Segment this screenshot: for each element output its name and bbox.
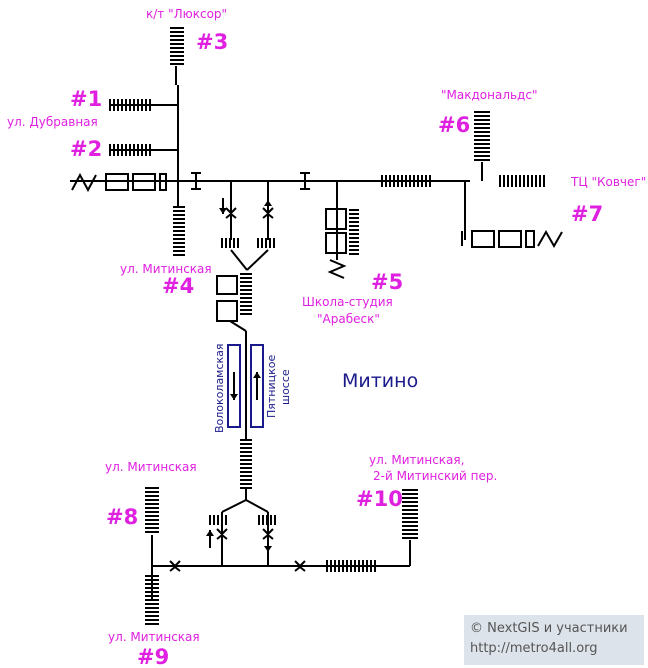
exit-3-label: к/т "Люксор": [146, 7, 228, 21]
exit-9-number[interactable]: #9: [137, 645, 170, 668]
turnstile-upper-left: [225, 213, 232, 219]
credit-line-1: © NextGIS и участники: [470, 621, 628, 636]
exit-8-label: ул. Митинская: [105, 460, 197, 474]
exit-5-box: [325, 208, 347, 230]
turnstile-upper-left: [225, 207, 232, 214]
lower-door-2: [299, 560, 306, 567]
road-label-left: Волоколамская: [213, 343, 226, 433]
exit-6-label: "Макдональдс": [441, 88, 538, 102]
lower-split: [221, 499, 247, 513]
lower-arrow-in: [206, 530, 214, 536]
exit-10-label: ул. Митинская,: [369, 453, 465, 467]
exit-5-label-2: "Арабеск": [317, 312, 380, 326]
exit-1-2-west-zigzag: [71, 172, 97, 193]
road-tunnel-left: [227, 344, 241, 428]
exit-7-number[interactable]: #7: [571, 202, 604, 226]
turnstile-lower-left: [216, 534, 223, 540]
lower-door-2: [294, 566, 301, 572]
turnstile-lower-left: [221, 534, 228, 540]
exit-7-zigzag: [537, 229, 563, 249]
lower-door-1: [174, 566, 181, 572]
exit-3-number[interactable]: #3: [196, 30, 229, 54]
credit-line-2[interactable]: http://metro4all.org: [470, 641, 598, 656]
west-box: [105, 173, 129, 191]
exit-10-label-2: 2-й Митинский пер.: [373, 469, 498, 483]
lower-door-2: [299, 566, 306, 572]
exit-7-box: [471, 230, 495, 248]
turnstile-lower-left: [216, 528, 223, 535]
west-box: [132, 173, 156, 191]
district-title: Митино: [342, 370, 419, 392]
tunnel-arrow-up: [253, 372, 261, 378]
lower-door-1: [174, 560, 181, 567]
road-label-right-2: шоссе: [279, 369, 292, 405]
road-tunnel-right: [250, 344, 264, 428]
exit-5-box: [325, 232, 347, 254]
exit-8-number[interactable]: #8: [106, 505, 139, 529]
turnstile-upper-left: [230, 207, 237, 214]
merge-line: [230, 249, 248, 271]
exit-2-number[interactable]: #2: [70, 137, 103, 161]
lower-split: [245, 499, 269, 513]
exit-5-label: Школа-студия: [302, 295, 393, 309]
tunnel-arrow-down: [230, 394, 238, 400]
exit-4-number[interactable]: #4: [162, 274, 195, 298]
exit-6-number[interactable]: #6: [438, 113, 471, 137]
exit-5-number[interactable]: #5: [371, 270, 404, 294]
exit-4-label: ул. Митинская: [120, 262, 212, 276]
exit-9-label: ул. Митинская: [108, 630, 200, 644]
turnstile-upper-left: [230, 213, 237, 219]
exit-7-box: [525, 230, 535, 248]
west-box: [159, 173, 167, 191]
upper-box: [216, 300, 238, 322]
lower-door-1: [169, 566, 176, 572]
exit-7-label: ТЦ "Ковчег": [571, 175, 647, 189]
exit-1-number[interactable]: #1: [70, 87, 103, 111]
exit-7-box: [498, 230, 522, 248]
road-label-right-1: Пятницкое: [265, 354, 278, 418]
turnstile-lower-left: [221, 528, 228, 535]
merge-line: [246, 249, 269, 271]
credit-box: © NextGIS и участники http://metro4all.o…: [464, 615, 644, 665]
exit-1-label: ул. Дубравная: [7, 115, 98, 129]
lower-arrow-out: [264, 546, 272, 552]
upper-link: [229, 320, 247, 332]
upper-arrow-in: [219, 208, 227, 214]
exit-5-zigzag: [327, 259, 347, 279]
upper-box: [216, 275, 238, 295]
exit-10-number[interactable]: #10: [356, 487, 403, 511]
lower-door-2: [294, 560, 301, 567]
lower-door-1: [169, 560, 176, 567]
upper-arrow-out: [264, 200, 272, 206]
